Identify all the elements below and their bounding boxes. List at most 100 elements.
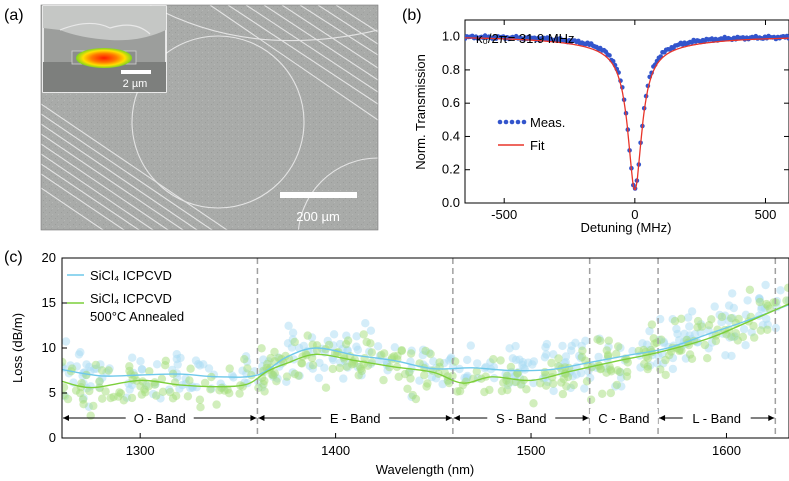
chart-c-ticks: 1300 1400 1500 1600 0 5 10 15 20 — [42, 250, 741, 458]
annealed-scatter-point — [596, 336, 605, 345]
annealed-scatter-point — [499, 378, 508, 387]
chart-b-ytick-label: 0.4 — [442, 128, 460, 143]
scale-bar-label: 200 µm — [296, 209, 340, 224]
sicl4-scatter-point — [684, 313, 693, 322]
annealed-scatter-point — [762, 299, 771, 309]
chart-b-ytick-label: 0.6 — [442, 95, 460, 110]
chart-b-ytick-label: 0.8 — [442, 62, 460, 77]
annealed-scatter-point — [598, 389, 607, 398]
optical-mode — [76, 48, 132, 68]
annealed-scatter-point — [157, 374, 167, 383]
legend-measured-marker — [497, 119, 527, 125]
band-label-bg — [682, 409, 751, 426]
annealed-scatter-point — [622, 372, 632, 381]
sicl4-scatter-point — [329, 330, 339, 339]
annealed-scatter-point — [606, 388, 615, 398]
band-label: L - Band — [692, 411, 741, 426]
annealed-scatter-point — [223, 385, 232, 394]
sicl4-scatter-point — [329, 355, 338, 365]
band-label: E - Band — [330, 411, 381, 426]
sicl4-scatter-point — [466, 341, 475, 350]
annealed-scatter-point — [784, 283, 789, 292]
sicl4-scatter-point — [685, 322, 694, 331]
annealed-scatter-point — [613, 366, 622, 375]
annealed-scatter-point — [516, 380, 526, 389]
annealed-scatter-point — [612, 349, 621, 359]
annealed-scatter-point — [152, 391, 161, 400]
annealed-scatter-point — [240, 355, 249, 364]
sicl4-scatter-point — [561, 352, 571, 361]
sicl4-scatter-point — [175, 384, 184, 393]
annealed-scatter-point — [649, 334, 658, 343]
sicl4-scatter-point — [687, 307, 697, 316]
sicl4-scatter-point — [542, 350, 551, 359]
sicl4-scatter-point — [136, 357, 145, 366]
annealed-scatter-point — [440, 368, 449, 377]
chart-b-xtick-label: 500 — [755, 207, 777, 222]
chart-b-ytick-label: 0.0 — [442, 195, 460, 210]
annealed-scatter-point — [212, 400, 221, 409]
annealed-scatter-point — [727, 314, 736, 323]
sicl4-scatter-point — [314, 373, 324, 383]
annealed-scatter-point — [186, 364, 195, 373]
sicl4-scatter-point — [581, 336, 590, 345]
scale-bar — [280, 192, 357, 198]
sicl4-scatter-point — [152, 360, 162, 369]
annealed-scatter-point — [586, 395, 596, 404]
chart-b-ytick-label: 0.2 — [442, 162, 460, 177]
annealed-scatter-point — [489, 355, 498, 364]
sicl4-scatter-point — [594, 352, 603, 362]
annealed-scatter-point — [614, 342, 623, 351]
sicl4-scatter-point — [137, 365, 147, 374]
sicl4-scatter-point — [739, 325, 749, 334]
annealed-scatter-point — [406, 349, 416, 358]
sicl4-scatter-point — [283, 339, 293, 348]
sicl4-scatter-point — [558, 341, 567, 351]
panel-c-label: (c) — [4, 249, 23, 266]
sicl4-scatter-point — [74, 350, 84, 359]
sicl4-scatter-point — [724, 301, 734, 310]
annealed-scatter-point — [549, 379, 558, 388]
sicl4-scatter-point — [721, 351, 730, 360]
band-arrowhead-right — [768, 415, 775, 421]
annealed-scatter-point — [677, 346, 686, 355]
legend-measured-dot — [503, 119, 509, 125]
annealed-scatter-point — [422, 382, 431, 391]
annealed-scatter-point — [755, 297, 764, 307]
sicl4-scatter-point — [361, 319, 370, 328]
annealed-scatter-point — [85, 386, 94, 396]
annealed-scatter-point — [559, 374, 568, 384]
annealed-scatter-point — [62, 390, 68, 400]
annealed-scatter-point — [95, 383, 104, 393]
chart-b-xlabel: Detuning (MHz) — [580, 220, 671, 235]
band-arrowhead-left — [453, 415, 460, 421]
sicl4-scatter-point — [645, 326, 654, 336]
annealed-scatter-point — [604, 336, 613, 345]
annealed-scatter-point — [196, 403, 205, 412]
legend-measured-dot — [521, 119, 527, 125]
annealed-scatter-point — [89, 401, 98, 411]
annealed-scatter-point — [172, 391, 181, 401]
band-arrowhead-left — [63, 415, 69, 421]
legend-measured-dot — [515, 119, 521, 125]
sicl4-scatter-point — [390, 343, 399, 352]
annealed-scatter-point — [397, 346, 406, 355]
annealed-scatter-point — [125, 366, 134, 376]
annealed-scatter-point — [496, 356, 505, 365]
sicl4-scatter-point — [542, 339, 552, 349]
annealed-scatter-point — [687, 354, 697, 363]
annealed-scatter-point — [367, 348, 376, 357]
annealed-scatter-point — [700, 340, 710, 350]
sicl4-scatter-point — [580, 384, 589, 393]
annealed-scatter-point — [756, 326, 765, 335]
band-label-bg — [321, 409, 390, 426]
sicl4-scatter-point — [549, 386, 558, 396]
annealed-scatter-point — [86, 411, 95, 420]
annealed-scatter-point — [128, 375, 137, 384]
sicl4-scatter-point — [463, 355, 472, 365]
annealed-scatter-point — [158, 387, 168, 396]
annealed-scatter-point — [324, 340, 334, 350]
chart-b-ylabel: Norm. Transmission — [413, 54, 428, 170]
annealed-scatter-point — [62, 357, 67, 367]
sicl4-scatter-point — [128, 353, 137, 362]
